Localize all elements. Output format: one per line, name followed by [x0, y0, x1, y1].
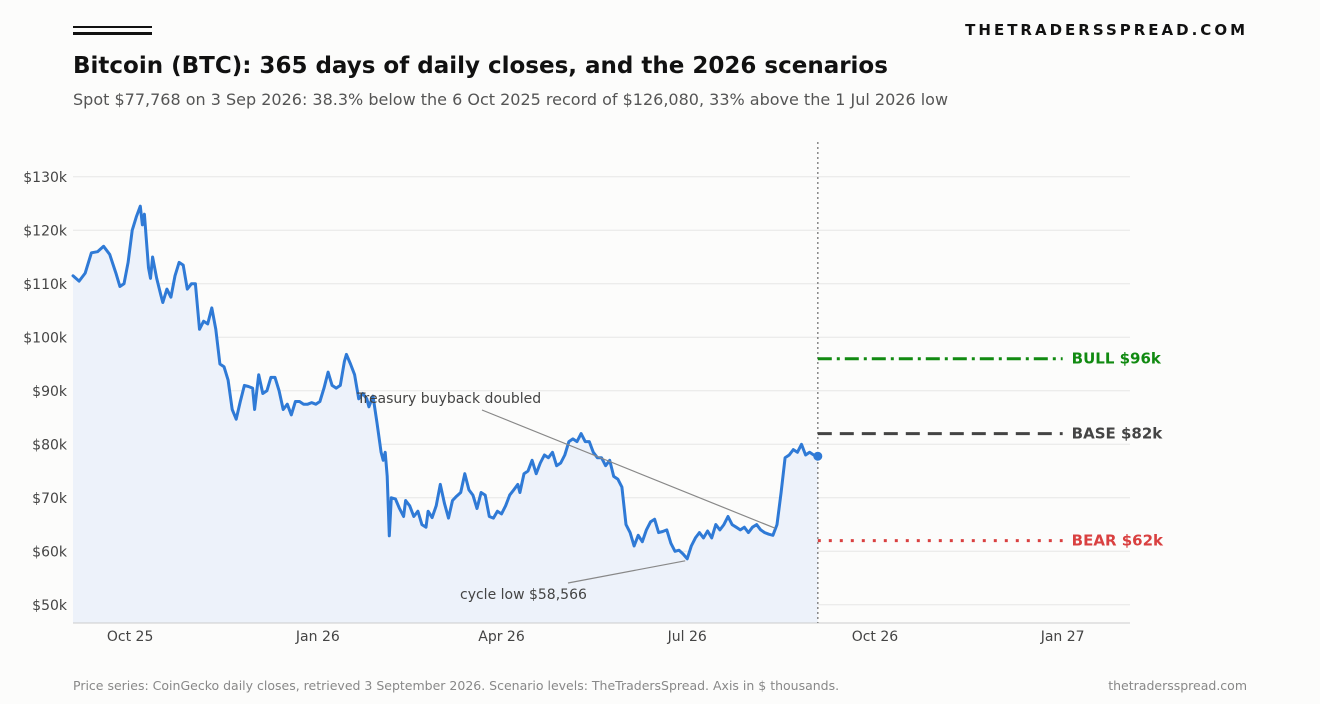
- price-series-line: [71, 204, 820, 561]
- y-axis: $50k $60k $70k $80k $90k $100k $110k $120k $130k: [23, 170, 68, 614]
- page-subtitle: Spot $77,768 on 3 Sep 2026: 38.3% below …: [73, 90, 949, 109]
- y-tick-label: $100k: [23, 330, 68, 346]
- y-tick-label: $120k: [23, 223, 68, 239]
- scenario-layer: BULL $96k BASE $82k BEAR $62k: [817, 350, 1164, 550]
- x-tick-label: Jul 26: [667, 629, 707, 645]
- bull-scenario-label: BULL $96k: [1072, 350, 1162, 368]
- price-line-layer: [71, 204, 823, 561]
- y-tick-label: $90k: [32, 384, 68, 400]
- price-area: [73, 206, 818, 623]
- base-scenario-label: BASE $82k: [1072, 425, 1164, 443]
- x-axis: Oct 25 Jan 26 Apr 26 Jul 26 Oct 26 Jan 27: [73, 622, 1130, 645]
- bear-scenario-label: BEAR $62k: [1072, 532, 1164, 550]
- annotation-treasury-buyback: Treasury buyback doubled: [356, 391, 541, 407]
- x-tick-label: Oct 25: [107, 629, 153, 645]
- y-tick-label: $110k: [23, 277, 68, 293]
- x-tick-label: Jan 26: [295, 629, 340, 645]
- y-tick-label: $80k: [32, 437, 68, 453]
- x-tick-label: Apr 26: [478, 629, 525, 645]
- annotation-cycle-low: cycle low $58,566: [460, 587, 587, 603]
- annotation-treasury-leader: [481, 409, 776, 529]
- footer-site: thetradersspread.com: [1108, 678, 1247, 693]
- price-area-fill: [73, 206, 818, 623]
- source-note: Price series: CoinGecko daily closes, re…: [73, 678, 840, 693]
- x-tick-label: Jan 27: [1040, 629, 1085, 645]
- y-tick-label: $70k: [32, 491, 68, 507]
- header-rule-thin: [73, 26, 152, 28]
- spot-endpoint-dot: [813, 451, 823, 461]
- y-tick-label: $130k: [23, 170, 68, 186]
- y-tick-label: $50k: [32, 598, 68, 614]
- brand-wordmark: THETRADERSSPREAD.COM: [965, 21, 1248, 39]
- annotation-cycle-low-leader: [567, 560, 686, 584]
- annotation-layer: Treasury buyback doubled cycle low $58,56…: [356, 391, 776, 603]
- page-title: Bitcoin (BTC): 365 days of daily closes,…: [73, 53, 888, 79]
- header-rule-thick: [73, 32, 152, 35]
- x-tick-label: Oct 26: [852, 629, 899, 645]
- y-tick-label: $60k: [32, 544, 68, 560]
